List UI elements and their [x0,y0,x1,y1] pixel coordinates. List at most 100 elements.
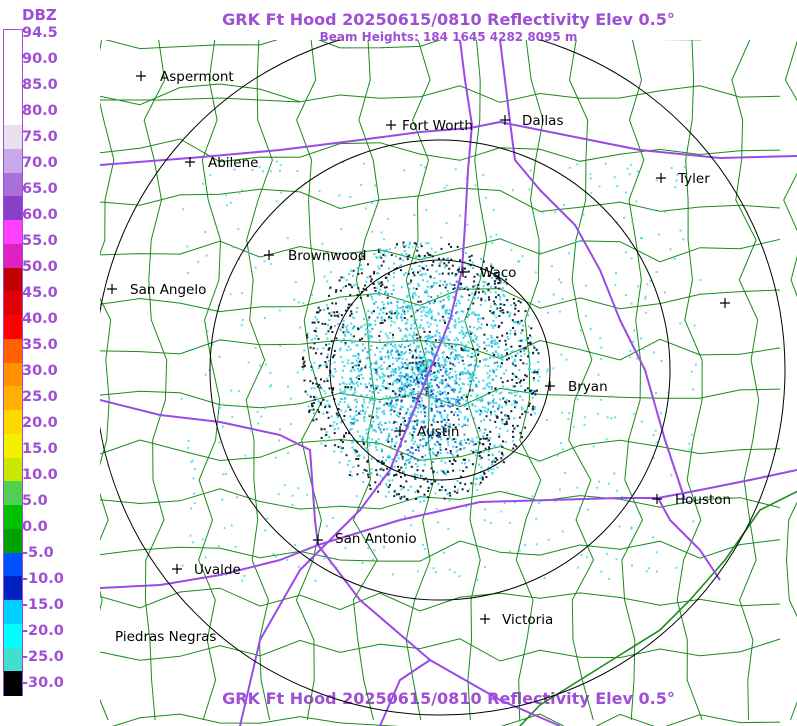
echo-pixel [448,243,450,246]
echo-pixel [388,315,391,318]
echo-pixel [419,242,422,245]
echo-pixel [416,496,419,499]
county-line [295,40,324,721]
echo-pixel [430,296,433,298]
echo-pixel [479,317,482,320]
echo-pixel [395,357,398,360]
echo-pixel [436,451,439,454]
echo-pixel [388,479,391,482]
echo-pixel [236,496,238,499]
echo-pixel [424,477,427,480]
echo-pixel [326,377,329,380]
echo-pixel [485,344,488,347]
echo-pixel [394,445,396,448]
echo-pixel [419,274,422,276]
legend-swatch [4,576,22,601]
echo-pixel [488,344,491,347]
echo-pixel [471,261,474,264]
echo-pixel [426,335,429,338]
echo-pixel [468,371,471,374]
echo-pixel [303,379,306,382]
echo-pixel [358,364,360,367]
echo-pixel [229,293,232,296]
echo-pixel [506,387,509,390]
echo-pixel [489,370,492,373]
echo-pixel [467,438,470,441]
echo-pixel [499,303,502,306]
echo-pixel [426,361,429,364]
echo-pixel [474,405,477,408]
echo-pixel [522,362,525,365]
echo-pixel [231,245,234,248]
echo-pixel [346,362,349,365]
echo-pixel [577,566,580,569]
echo-pixel [431,461,434,463]
echo-pixel [599,337,602,340]
echo-pixel [395,399,398,402]
echo-pixel [346,324,349,327]
county-boundaries [100,40,797,726]
highway [100,544,319,589]
echo-pixel [430,359,432,362]
echo-pixel [445,367,448,370]
echo-pixel [427,444,430,447]
echo-pixel [405,467,408,470]
echo-pixel [498,406,501,409]
echo-pixel [405,363,408,366]
echo-pixel [335,412,338,415]
echo-pixel [487,450,490,453]
echo-pixel [380,281,383,284]
echo-pixel [429,254,432,256]
echo-pixel [330,415,333,418]
echo-pixel [428,439,431,442]
echo-pixel [193,492,195,495]
echo-pixel [589,328,592,331]
echo-pixel [491,378,494,381]
echo-pixel [370,384,373,387]
legend-swatch [4,505,22,530]
echo-pixel [489,521,492,524]
echo-pixel [408,458,411,461]
echo-pixel [445,360,448,363]
echo-pixel [419,367,422,370]
echo-pixel [348,273,350,276]
echo-pixel [494,420,497,423]
echo-pixel [475,395,478,398]
legend-swatch [4,101,22,126]
echo-pixel [412,380,415,383]
echo-pixel [403,376,406,378]
echo-pixel [404,334,407,337]
echo-pixel [386,217,389,220]
echo-pixel [426,480,429,483]
echo-pixel [520,385,523,388]
echo-pixel [419,326,422,329]
echo-pixel [401,363,404,366]
echo-pixel [501,406,504,409]
echo-pixel [334,353,337,356]
echo-pixel [486,283,489,286]
echo-pixel [448,499,451,502]
echo-pixel [327,411,330,414]
echo-pixel [426,430,429,433]
legend-swatch [4,623,22,648]
echo-pixel [436,354,439,357]
echo-pixel [554,500,557,503]
legend-swatch [4,125,22,150]
echo-pixel [476,328,479,331]
echo-pixel [455,377,458,380]
echo-pixel [475,377,478,379]
echo-pixel [449,371,451,374]
echo-pixel [413,214,416,216]
echo-pixel [478,442,481,445]
legend-swatch [4,528,22,553]
echo-pixel [332,517,335,520]
echo-pixel [441,382,444,385]
echo-pixel [385,439,388,442]
echo-pixel [411,396,414,399]
echo-pixel [506,379,509,382]
echo-pixel [396,454,399,457]
echo-pixel [377,291,380,294]
echo-pixel [412,354,414,357]
echo-pixel [469,325,472,328]
